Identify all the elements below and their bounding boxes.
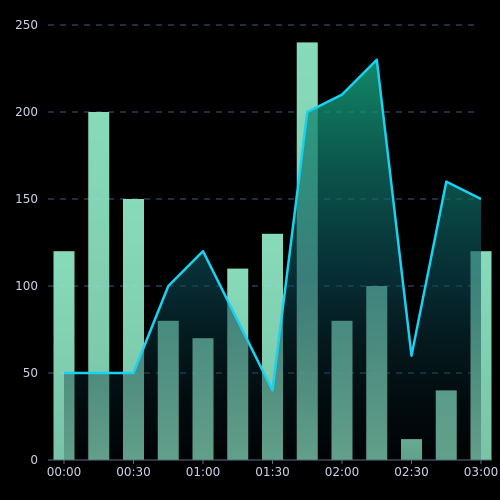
y-tick-label: 0	[30, 453, 38, 467]
y-tick-label: 150	[15, 192, 38, 206]
area-series	[64, 58, 482, 461]
x-tick-label: 02:30	[394, 465, 429, 479]
x-tick-label: 00:00	[47, 465, 82, 479]
series-line	[64, 58, 482, 392]
y-tick-label: 100	[15, 279, 38, 293]
x-tick-label: 01:00	[186, 465, 221, 479]
x-tick-label: 02:00	[325, 465, 360, 479]
y-tick-label: 200	[15, 105, 38, 119]
x-tick-label: 00:30	[116, 465, 151, 479]
x-tick-label: 03:00	[464, 465, 499, 479]
y-tick-label: 250	[15, 18, 38, 32]
x-tick-label: 01:30	[255, 465, 290, 479]
axes: 0 50 100 150 200 250 00:00 00:30 01:00 01:30 02:00…	[15, 18, 498, 479]
y-tick-label: 50	[23, 366, 38, 380]
area-fill	[64, 59, 481, 461]
